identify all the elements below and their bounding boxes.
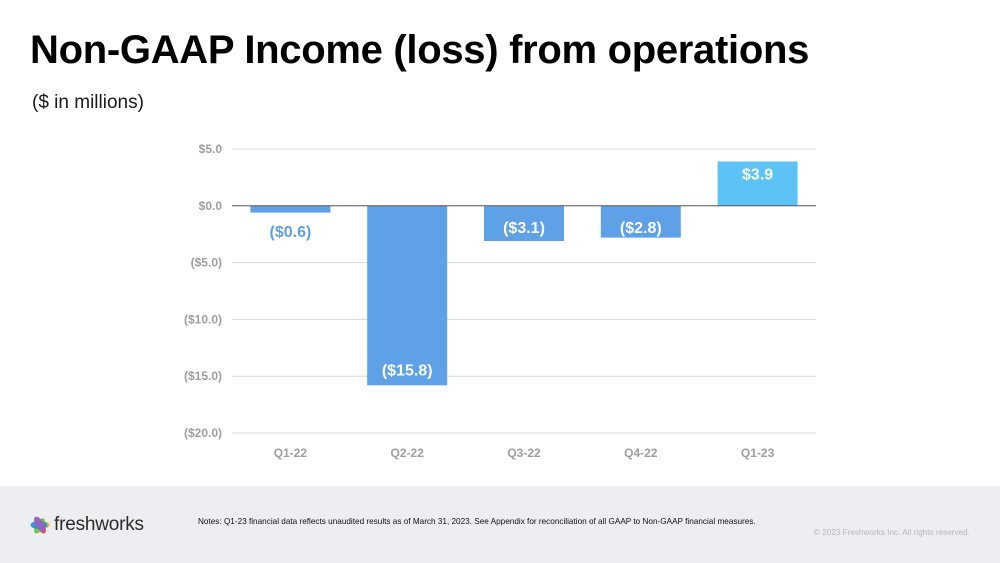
- x-tick-label: Q1-23: [741, 446, 775, 460]
- y-tick-label: ($20.0): [184, 426, 222, 440]
- data-label: ($3.1): [503, 220, 545, 237]
- x-tick-label: Q4-22: [624, 446, 658, 460]
- data-label: ($0.6): [270, 224, 312, 241]
- y-tick-label: ($15.0): [184, 369, 222, 383]
- logo-text: freshworks: [54, 514, 144, 535]
- x-tick-label: Q2-22: [391, 446, 425, 460]
- x-tick-label: Q1-22: [274, 446, 308, 460]
- data-label: $3.9: [742, 166, 773, 183]
- logo-petal: [34, 516, 45, 532]
- footer: freshworks Notes: Q1-23 financial data r…: [0, 486, 1000, 563]
- x-tick-label: Q3-22: [507, 446, 541, 460]
- bar-q1-23: [717, 161, 798, 206]
- bar-q2-22: [367, 205, 448, 386]
- freshworks-logo: freshworks: [30, 514, 144, 536]
- income-bar-chart: $5.0 $0.0 ($5.0) ($10.0) ($15.0) ($20.0) ($0.…: [184, 142, 816, 460]
- data-label: ($2.8): [620, 220, 662, 237]
- data-label: ($15.8): [382, 362, 433, 379]
- freshworks-logo-icon: [30, 516, 50, 534]
- page-subtitle: ($ in millions): [32, 92, 144, 113]
- y-tick-label: $5.0: [199, 142, 223, 156]
- page-title: Non-GAAP Income (loss) from operations: [30, 28, 810, 72]
- y-tick-label: $0.0: [199, 199, 223, 213]
- bar-q1-22: [250, 205, 331, 213]
- y-tick-label: ($10.0): [184, 312, 222, 326]
- y-tick-label: ($5.0): [191, 256, 222, 270]
- bar-q3-22: [484, 205, 564, 242]
- copyright: © 2023 Freshworks Inc. All rights reserv…: [813, 528, 970, 537]
- bar-q4-22: [600, 205, 681, 238]
- footnote: Notes: Q1-23 financial data reflects una…: [198, 517, 756, 526]
